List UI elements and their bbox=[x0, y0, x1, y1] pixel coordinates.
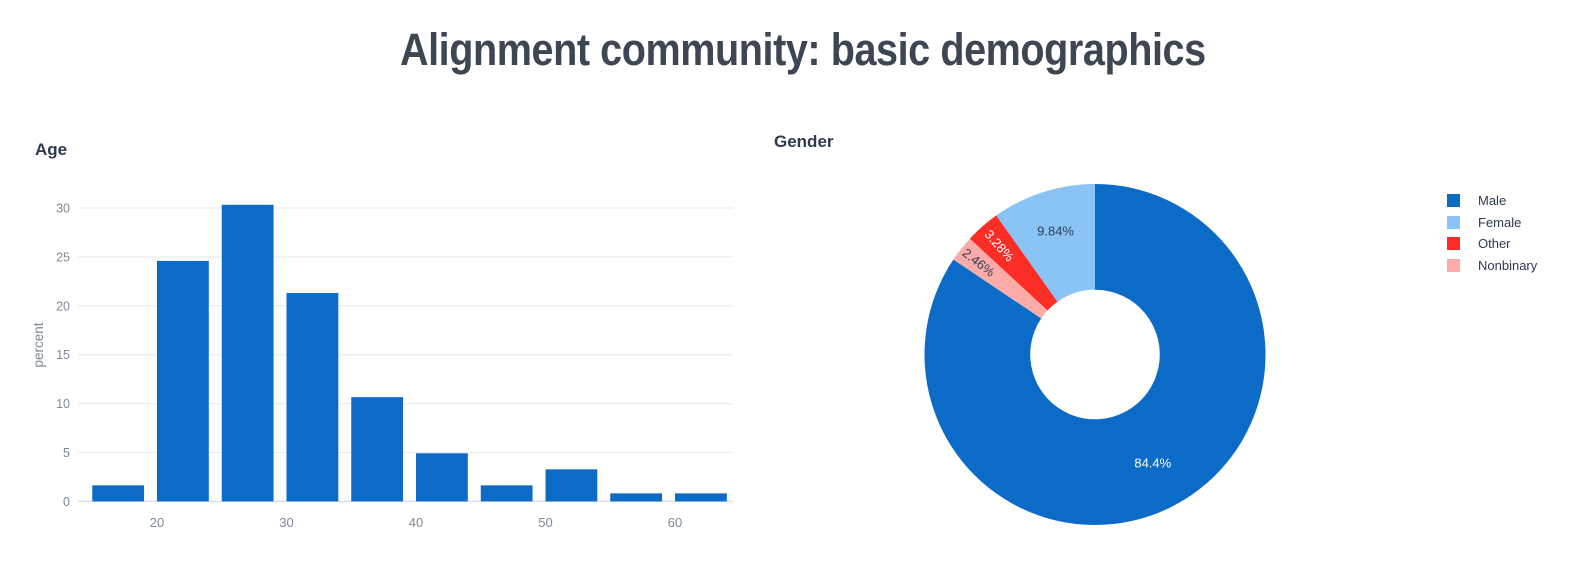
x-tick-label: 20 bbox=[150, 515, 164, 530]
legend-item-other[interactable]: Other bbox=[1447, 233, 1537, 255]
gender-chart-title: Gender bbox=[774, 132, 834, 151]
x-tick-label: 60 bbox=[668, 515, 682, 530]
y-tick-label: 15 bbox=[56, 348, 70, 362]
pie-slice-label: 84.4% bbox=[1134, 455, 1171, 470]
pie-slice-female[interactable] bbox=[996, 184, 1095, 302]
y-tick-label: 25 bbox=[56, 250, 70, 264]
legend-label: Other bbox=[1478, 236, 1511, 252]
legend-item-female[interactable]: Female bbox=[1447, 212, 1537, 234]
x-tick-label: 40 bbox=[409, 515, 423, 530]
x-tick-label: 30 bbox=[279, 515, 293, 530]
age-bar[interactable] bbox=[480, 485, 533, 502]
gender-legend: Male Female Other Nonbinary bbox=[1447, 190, 1537, 276]
y-tick-label: 30 bbox=[56, 202, 70, 216]
legend-label: Female bbox=[1478, 214, 1522, 230]
y-tick-label: 20 bbox=[56, 299, 70, 313]
legend-label: Nonbinary bbox=[1478, 258, 1538, 274]
y-axis-label: percent bbox=[31, 322, 46, 367]
pie-slice-label: 9.84% bbox=[1037, 224, 1074, 239]
y-tick-label: 0 bbox=[63, 495, 70, 509]
age-bar[interactable] bbox=[416, 453, 468, 502]
legend-swatch bbox=[1447, 194, 1460, 208]
page-title: Alignment community: basic demographics bbox=[0, 24, 1576, 75]
pie-slice-nonbinary[interactable] bbox=[953, 238, 1048, 319]
age-bar[interactable] bbox=[221, 204, 274, 502]
legend-swatch bbox=[1447, 215, 1460, 229]
x-tick-label: 50 bbox=[538, 515, 552, 530]
legend-item-male[interactable]: Male bbox=[1447, 190, 1537, 212]
age-histogram[interactable]: 0 5 10 15 20 25 30 20 30 40 50 60 percent bbox=[0, 0, 760, 579]
age-bar[interactable] bbox=[286, 292, 339, 502]
page-title-text: Alignment community: basic demographics bbox=[400, 24, 1206, 75]
legend-label: Male bbox=[1478, 193, 1507, 209]
age-bar[interactable] bbox=[157, 260, 209, 502]
age-bar[interactable] bbox=[545, 469, 598, 502]
legend-swatch bbox=[1447, 259, 1460, 273]
age-chart-title: Age bbox=[35, 140, 68, 159]
age-bar[interactable] bbox=[610, 493, 663, 502]
age-bar[interactable] bbox=[92, 485, 145, 502]
gender-donut-chart[interactable]: 84.4%9.84%3.28%2.46% bbox=[760, 0, 1576, 579]
pie-slice-other[interactable] bbox=[969, 215, 1058, 311]
legend-item-nonbinary[interactable]: Nonbinary bbox=[1447, 255, 1537, 277]
age-bar[interactable] bbox=[675, 493, 727, 502]
age-bar[interactable] bbox=[351, 397, 404, 502]
y-tick-label: 10 bbox=[56, 397, 70, 411]
y-tick-label: 5 bbox=[63, 446, 70, 460]
legend-swatch bbox=[1447, 237, 1460, 251]
pie-slice-male[interactable] bbox=[924, 184, 1266, 525]
